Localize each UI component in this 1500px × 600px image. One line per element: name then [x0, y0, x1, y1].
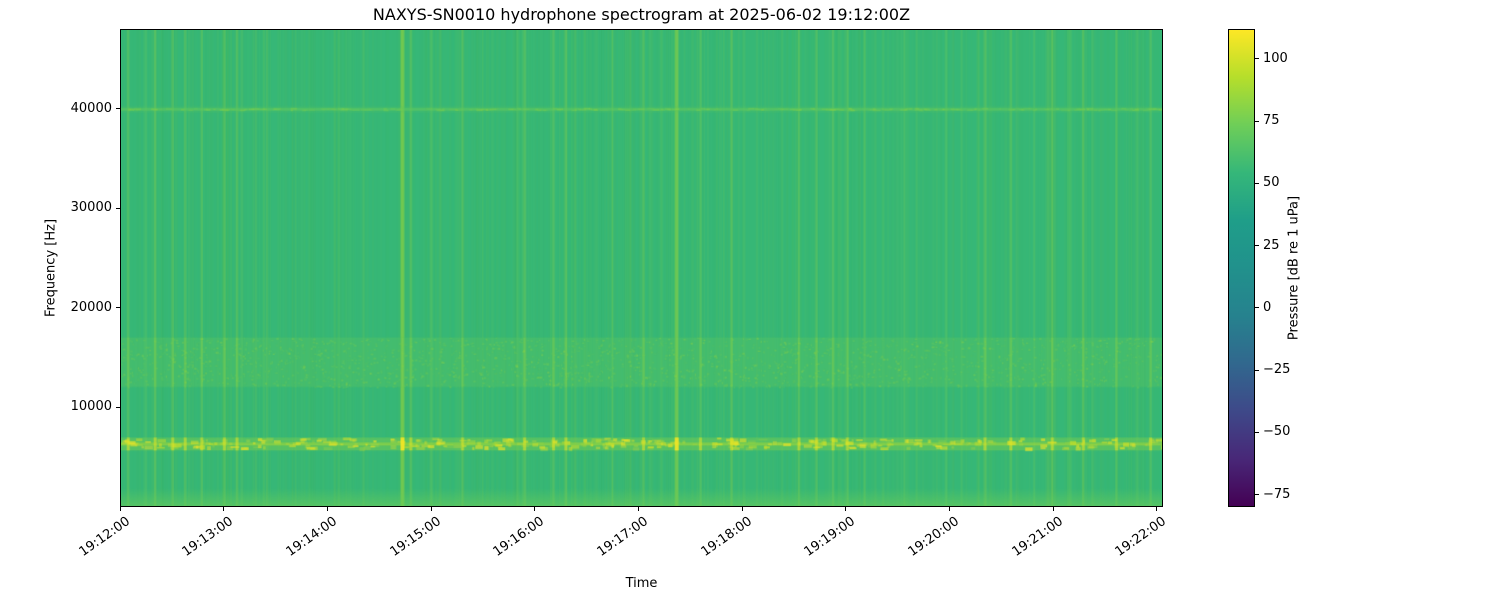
- x-tick-label-text: 19:21:00: [1009, 514, 1066, 560]
- x-tick-mark: [845, 507, 847, 511]
- colorbar-gradient: [1229, 30, 1254, 506]
- colorbar-tick-label: 25: [1263, 237, 1280, 253]
- y-tick-mark: [116, 406, 120, 408]
- x-tick-label-text: 19:13:00: [179, 514, 237, 560]
- colorbar-tick-label: −50: [1263, 424, 1291, 440]
- colorbar-label: Pressure [dB re 1 uPa]: [1286, 195, 1302, 341]
- x-tick-mark: [1052, 507, 1054, 511]
- colorbar-tick-label: −75: [1263, 486, 1291, 502]
- x-tick-label-text: 19:12:00: [76, 514, 133, 560]
- colorbar-tick-label: 50: [1263, 175, 1280, 191]
- x-tick-mark: [534, 507, 536, 511]
- y-tick-label: 30000: [70, 200, 112, 216]
- x-tick-mark: [430, 507, 432, 511]
- x-tick-mark: [741, 507, 743, 511]
- colorbar-tick-mark: [1255, 431, 1259, 433]
- x-tick-label-text: 19:19:00: [801, 514, 859, 560]
- x-tick-label-text: 19:14:00: [283, 514, 340, 560]
- spectrogram-heatmap: [121, 30, 1162, 506]
- colorbar: [1228, 29, 1255, 507]
- x-tick-label-text: 19:18:00: [698, 514, 755, 560]
- colorbar-tick-mark: [1255, 307, 1259, 309]
- x-tick-mark: [1156, 507, 1158, 511]
- y-tick-label: 40000: [70, 100, 112, 116]
- x-tick-mark: [948, 507, 950, 511]
- y-tick-mark: [116, 108, 120, 110]
- colorbar-tick-mark: [1255, 369, 1259, 371]
- colorbar-tick-mark: [1255, 182, 1259, 184]
- y-tick-label: 10000: [70, 399, 112, 415]
- colorbar-tick-label: 100: [1263, 50, 1288, 66]
- y-tick-mark: [116, 207, 120, 209]
- colorbar-tick-mark: [1255, 58, 1259, 60]
- x-tick-label-text: 19:17:00: [594, 514, 651, 560]
- x-tick-mark: [223, 507, 225, 511]
- colorbar-tick-mark: [1255, 120, 1259, 122]
- x-tick-label-text: 19:15:00: [387, 514, 444, 560]
- plot-area: [120, 29, 1163, 507]
- colorbar-tick-mark: [1255, 494, 1259, 496]
- x-tick-mark: [637, 507, 639, 511]
- x-tick-label-text: 19:20:00: [905, 514, 963, 560]
- chart-title: NAXYS-SN0010 hydrophone spectrogram at 2…: [372, 5, 911, 24]
- x-tick-mark: [119, 507, 121, 511]
- y-tick-label: 20000: [70, 299, 112, 315]
- y-tick-mark: [116, 307, 120, 309]
- colorbar-tick-label: 75: [1263, 113, 1280, 129]
- colorbar-tick-label: 0: [1263, 299, 1272, 315]
- colorbar-tick-label: −25: [1263, 362, 1291, 378]
- x-tick-label-text: 19:22:00: [1112, 514, 1170, 560]
- x-axis-label: Time: [625, 576, 658, 591]
- x-tick-label-text: 19:16:00: [490, 514, 548, 560]
- colorbar-tick-mark: [1255, 245, 1259, 247]
- x-tick-mark: [326, 507, 328, 511]
